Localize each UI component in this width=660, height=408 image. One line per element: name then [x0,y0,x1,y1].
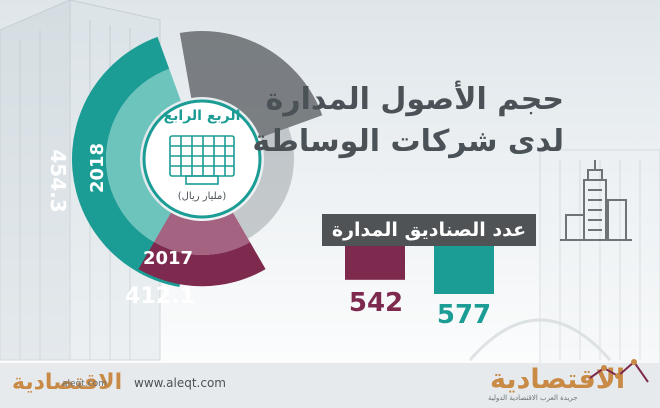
footer-bar [0,363,660,408]
donut-slice [138,242,266,287]
calendar-icon [169,135,235,185]
ring-decoration [179,31,323,138]
logo-small: الاقتصادية [12,370,123,395]
bar-value-label: 542 [348,288,404,318]
headline-line2: لدى شركات الوساطة [252,124,564,159]
headline-line1: حجم الأصول المدارة [265,82,564,117]
slice-value-label: 454.3 [46,149,70,212]
building-icon [560,160,632,241]
ring-decoration [233,127,294,239]
donut-slice [72,36,186,288]
unit-label: (مليار ريال) [177,191,227,202]
donut-slice-inner [154,212,250,255]
donut-slice-inner [105,68,192,254]
quarter-label: الربع الرابع [163,108,241,124]
funds-bar [345,246,405,280]
funds-label: عدد الصناديق المدارة [322,214,536,246]
slice-year-label: 2018 [87,143,108,193]
funds-bar [434,246,494,294]
slice-value-label: 412.1 [125,284,195,309]
logo-subtitle: جريدة العرب الاقتصادية الدولية [488,394,578,402]
website-link[interactable]: www.aleqt.com [134,376,226,390]
bar-value-label: 577 [436,300,492,330]
logo-small-caption: aleqt.com [62,379,107,389]
slice-year-label: 2017 [143,248,193,269]
